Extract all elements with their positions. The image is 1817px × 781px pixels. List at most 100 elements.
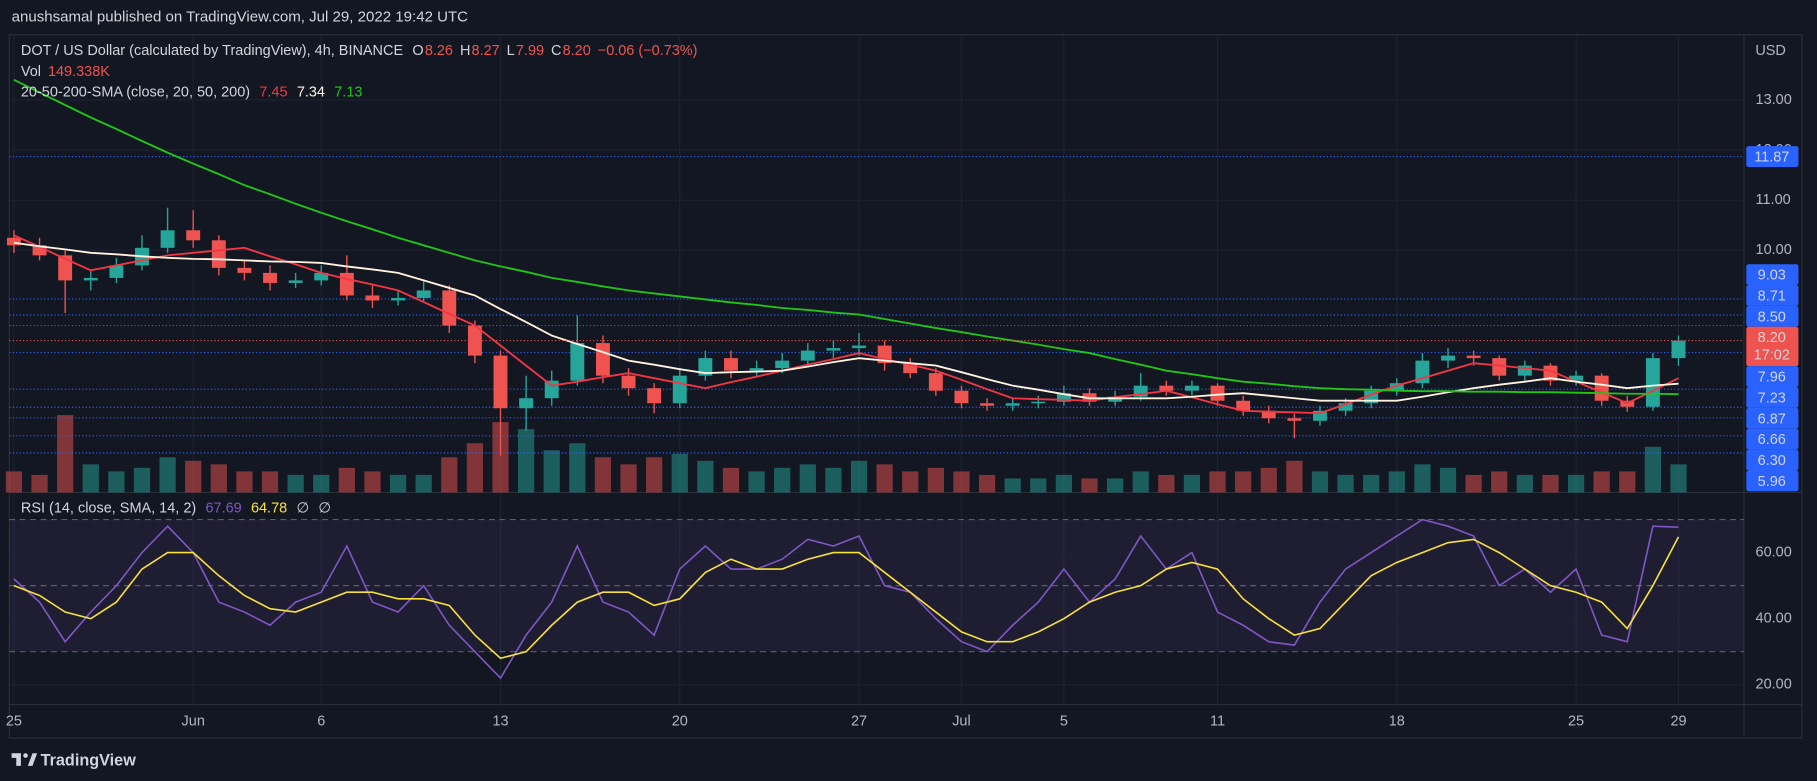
candle-body — [467, 325, 482, 356]
level-label-box — [1746, 449, 1799, 471]
sma-value: 7.13 — [334, 85, 362, 101]
volume-bar — [1439, 467, 1457, 493]
sma-line — [13, 234, 1679, 415]
candle-body — [595, 343, 610, 376]
volume-bar — [799, 464, 816, 493]
volume-bar — [1183, 474, 1201, 493]
candle-body — [647, 388, 662, 404]
volume-bar — [697, 460, 714, 493]
logo-mark — [23, 753, 28, 758]
x-tick-label: 6 — [317, 714, 325, 730]
volume-bar — [5, 471, 23, 493]
volume-bar — [389, 474, 407, 493]
y-tick-label: 20.00 — [1756, 677, 1792, 693]
candle-body — [1594, 375, 1609, 401]
volume-bar — [133, 467, 151, 493]
candle-body — [288, 280, 303, 283]
volume-bar — [543, 450, 560, 493]
volume-bar — [1593, 471, 1610, 493]
volume-bar — [902, 471, 919, 493]
volume-bar — [1388, 471, 1405, 493]
volume-bar — [261, 471, 279, 493]
volume-bar — [364, 471, 381, 493]
candle-body — [32, 245, 47, 256]
candle-body — [852, 345, 866, 349]
x-tick-label: 27 — [851, 714, 867, 730]
level-label: 6.66 — [1758, 432, 1786, 448]
volume-bar — [748, 471, 765, 493]
volume-bar — [159, 457, 176, 493]
volume-bar — [1414, 464, 1431, 493]
brand-name: TradingView — [41, 752, 137, 770]
level-label-box — [1746, 428, 1799, 450]
candle-body — [775, 360, 790, 369]
level-label-box — [1746, 264, 1799, 286]
volume-bar — [415, 474, 432, 493]
candle-body — [1441, 355, 1455, 361]
volume-name: Vol — [21, 64, 41, 80]
level-label: 5.96 — [1758, 474, 1786, 490]
volume-bar — [953, 471, 970, 493]
candle-body — [263, 272, 277, 283]
ohlc-value: 8.20 — [563, 43, 591, 59]
rsi-value: 64.78 — [251, 501, 287, 517]
volume-bar — [236, 471, 253, 493]
volume-bar — [313, 474, 330, 493]
candle-body — [442, 290, 457, 326]
logo-mark — [11, 753, 21, 766]
candle-body — [1031, 401, 1046, 404]
axis-unit: USD — [1755, 43, 1786, 59]
legend-sma: 20-50-200-SMA (close, 20, 50, 200) 7.45 7.… — [21, 85, 363, 101]
volume-bar — [1286, 460, 1303, 493]
y-tick-label: 60.00 — [1756, 544, 1792, 560]
volume-bar — [876, 464, 893, 493]
level-label: 7.23 — [1758, 390, 1786, 406]
volume-bar — [1209, 471, 1226, 493]
x-tick-label: Jul — [952, 714, 971, 730]
level-label-box — [1746, 407, 1799, 429]
candle-body — [1466, 355, 1481, 359]
candle-body — [698, 358, 713, 376]
volume-bar — [466, 443, 484, 493]
candle-body — [928, 373, 943, 391]
volume-bar — [1337, 474, 1354, 493]
symbol: DOT / US Dollar (calculated by TradingVi… — [21, 43, 404, 59]
x-tick-label: Jun — [182, 714, 205, 730]
candle-body — [1236, 400, 1251, 411]
rsi-na: ∅ — [318, 501, 331, 517]
ohlc-value: 7.99 — [516, 43, 544, 59]
volume-bar — [646, 457, 663, 493]
level-label-box — [1746, 146, 1799, 168]
volume-bar — [287, 474, 304, 493]
level-label: 6.30 — [1758, 453, 1786, 469]
candle-body — [1287, 418, 1302, 421]
ohlc-value: 8.26 — [425, 43, 453, 59]
level-label-box — [1746, 387, 1799, 408]
ohlc-name: O — [412, 43, 423, 59]
candle-body — [544, 380, 559, 399]
candle-body — [519, 398, 534, 409]
x-tick-label: 25 — [6, 714, 22, 730]
ohlc-name: C — [551, 43, 561, 59]
ohlc-value: 8.27 — [472, 43, 500, 59]
candle-body — [83, 277, 98, 281]
candle-body — [1389, 383, 1404, 391]
legend-symbol: DOT / US Dollar (calculated by TradingVi… — [21, 43, 698, 59]
level-label: 8.50 — [1758, 309, 1786, 325]
volume-bar — [518, 429, 535, 493]
candle-body — [6, 237, 21, 246]
plot-layer: 25Jun6132027Jul51118252910.0011.0012.001… — [5, 34, 1799, 730]
level-label-box — [1746, 366, 1799, 388]
volume-value: 149.338K — [48, 64, 110, 80]
volume-bar — [1363, 474, 1380, 493]
candle-body — [1313, 410, 1327, 421]
rsi-value: 67.69 — [205, 501, 241, 517]
volume-bar — [774, 467, 791, 493]
y-tick-label: 40.00 — [1756, 610, 1792, 626]
candle-body — [570, 343, 585, 381]
publisher-line: anushsamal published on TradingView.com,… — [12, 8, 469, 25]
candle-body — [724, 358, 738, 371]
